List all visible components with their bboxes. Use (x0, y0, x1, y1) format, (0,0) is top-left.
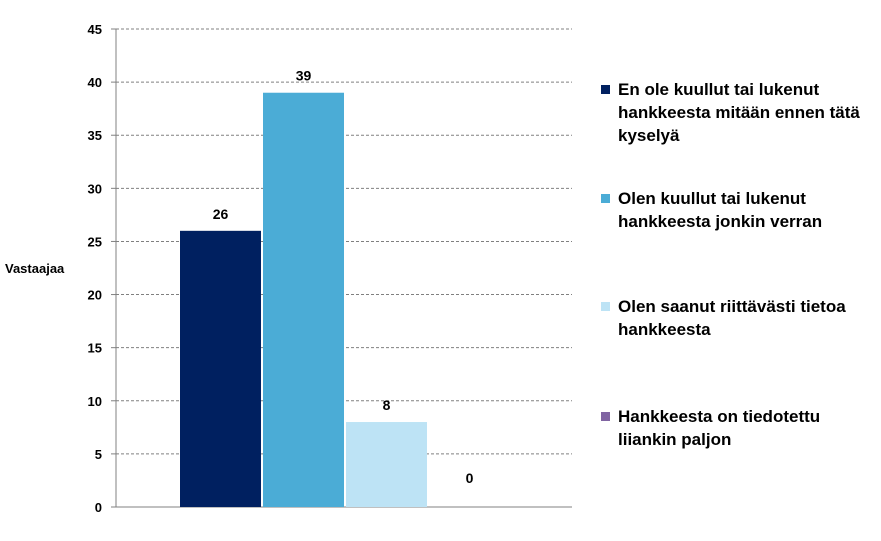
legend-label: Olen saanut riittävästi tietoa hankkeest… (618, 297, 846, 339)
legend-label: Hankkeesta on tiedotettu liiankin paljon (618, 407, 821, 449)
y-tick-label: 5 (95, 447, 102, 462)
legend-swatch (601, 85, 610, 94)
legend-item: En ole kuullut tai lukenut hankkeesta mi… (601, 78, 876, 147)
y-tick-label: 35 (88, 128, 102, 143)
y-axis-ticks: 0 5 10 15 20 25 30 35 40 45 (88, 22, 116, 515)
y-tick-label: 10 (88, 394, 102, 409)
y-tick-label: 20 (88, 288, 102, 303)
y-tick-label: 30 (88, 181, 102, 196)
legend-swatch (601, 302, 610, 311)
legend-label: Olen kuullut tai lukenut hankkeesta jonk… (618, 189, 823, 231)
bar (263, 92, 344, 507)
y-axis-title: Vastaajaa (5, 261, 65, 276)
data-label: 26 (213, 206, 229, 222)
legend-swatch (601, 412, 610, 421)
legend-item: Hankkeesta on tiedotettu liiankin paljon (601, 405, 876, 451)
y-tick-label: 15 (88, 341, 102, 356)
data-label: 0 (466, 470, 474, 486)
data-label: 8 (383, 397, 391, 413)
legend-item: Olen saanut riittävästi tietoa hankkeest… (601, 295, 876, 341)
y-tick-label: 0 (95, 500, 102, 515)
y-tick-label: 40 (88, 75, 102, 90)
bar (180, 230, 261, 508)
data-labels: 26 39 8 0 (213, 68, 474, 486)
data-label: 39 (296, 68, 312, 84)
y-tick-label: 45 (88, 22, 102, 37)
y-tick-label: 25 (88, 234, 102, 249)
legend-item: Olen kuullut tai lukenut hankkeesta jonk… (601, 187, 876, 233)
legend-label: En ole kuullut tai lukenut hankkeesta mi… (618, 80, 860, 145)
legend-swatch (601, 194, 610, 203)
bar (346, 422, 427, 507)
bars (180, 92, 427, 508)
